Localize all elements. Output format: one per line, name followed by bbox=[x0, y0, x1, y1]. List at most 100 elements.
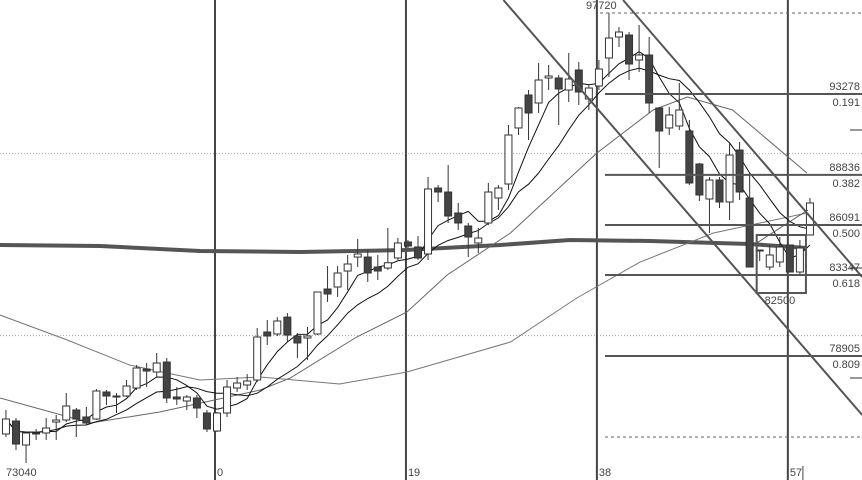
bear-candle-body bbox=[142, 368, 151, 372]
candle bbox=[213, 411, 221, 432]
bear-candle-body bbox=[735, 149, 744, 193]
candle bbox=[474, 227, 483, 254]
candle bbox=[373, 254, 382, 281]
candle bbox=[1, 410, 10, 438]
candle bbox=[32, 429, 41, 441]
drawings-layer bbox=[502, 0, 862, 438]
candle bbox=[745, 173, 754, 268]
candle bbox=[132, 365, 141, 390]
candle bbox=[162, 358, 171, 403]
candle bbox=[504, 124, 513, 190]
bear-candle-body bbox=[454, 212, 463, 224]
candle bbox=[625, 32, 634, 81]
candle bbox=[92, 388, 101, 420]
candle bbox=[544, 65, 553, 90]
candle bbox=[263, 319, 272, 346]
candle bbox=[122, 380, 131, 397]
bull-candle-body bbox=[564, 78, 573, 91]
candle bbox=[434, 184, 443, 203]
candle bbox=[112, 393, 121, 413]
bull-candle-body bbox=[615, 31, 623, 38]
bull-candle-body bbox=[343, 263, 352, 272]
bear-candle-body bbox=[192, 397, 201, 409]
bull-candle-body bbox=[393, 242, 402, 259]
bear-candle-body bbox=[162, 361, 171, 399]
bull-candle-body bbox=[353, 253, 362, 258]
moving-average-line bbox=[0, 237, 808, 255]
bull-candle-body bbox=[544, 75, 553, 79]
candle bbox=[464, 223, 473, 258]
bull-candle-body bbox=[1, 418, 10, 435]
fib-price-label: 86091 bbox=[829, 212, 860, 224]
bear-candle-body bbox=[524, 94, 533, 114]
candle bbox=[383, 227, 392, 271]
candle bbox=[313, 291, 322, 335]
bull-candle-body bbox=[795, 247, 804, 273]
candle bbox=[494, 184, 503, 211]
bull-candle-body bbox=[32, 432, 41, 435]
bear-candle-body bbox=[202, 412, 211, 430]
candle bbox=[62, 393, 71, 423]
candle bbox=[655, 106, 664, 168]
bear-candle-body bbox=[403, 241, 412, 247]
bear-candle-body bbox=[785, 244, 794, 273]
low-price-label: 73040 bbox=[6, 467, 37, 479]
bear-candle-body bbox=[373, 266, 382, 272]
candle bbox=[253, 327, 262, 383]
candle bbox=[293, 332, 302, 359]
bull-candle-body bbox=[233, 382, 242, 389]
x-tick-label: 38 bbox=[599, 467, 611, 479]
candle bbox=[765, 244, 774, 271]
candle bbox=[454, 202, 463, 231]
bull-candle-body bbox=[534, 79, 543, 104]
bull-candle-body bbox=[725, 154, 734, 203]
candle bbox=[303, 326, 312, 361]
candle bbox=[444, 165, 453, 224]
candles-layer bbox=[1, 12, 814, 463]
candle bbox=[524, 89, 533, 140]
range-box bbox=[755, 233, 807, 295]
fib-ratio-label: 0.618 bbox=[832, 278, 860, 290]
bull-candle-body bbox=[675, 109, 684, 127]
top-price-label: 97720 bbox=[586, 0, 617, 12]
range-box-label: 82500 bbox=[765, 295, 796, 307]
bull-candle-body bbox=[253, 336, 262, 381]
trendline bbox=[756, 209, 809, 244]
bull-candle-body bbox=[765, 254, 774, 268]
candle bbox=[223, 380, 232, 417]
candle bbox=[403, 239, 412, 249]
candle bbox=[283, 312, 292, 342]
bull-candle-body bbox=[424, 188, 433, 255]
bull-candle-body bbox=[333, 272, 342, 288]
bear-candle-body bbox=[655, 107, 664, 132]
x-tick-label: 0 bbox=[217, 467, 223, 479]
bull-candle-body bbox=[484, 191, 493, 224]
candle bbox=[534, 62, 543, 113]
bear-candle-body bbox=[323, 288, 332, 295]
bear-candle-body bbox=[293, 335, 302, 344]
bull-candle-body bbox=[213, 412, 221, 432]
labels-layer: 97720 73040 0 19 38 57 93278 0.191 88836 0.382 8… bbox=[6, 0, 860, 479]
bear-candle-body bbox=[715, 179, 724, 203]
candle bbox=[554, 74, 563, 125]
candle bbox=[645, 37, 654, 113]
bear-candle-body bbox=[434, 187, 443, 193]
candle bbox=[715, 176, 724, 208]
candle bbox=[484, 182, 493, 225]
bear-candle-body bbox=[12, 420, 20, 445]
candle bbox=[675, 82, 684, 131]
fib-price-label: 83347 bbox=[829, 262, 860, 274]
candle bbox=[52, 414, 61, 441]
candle bbox=[514, 106, 523, 135]
candle bbox=[343, 254, 352, 290]
bull-candle-body bbox=[152, 362, 161, 373]
bull-candle-body bbox=[223, 386, 232, 414]
fib-ratio-label: 0.382 bbox=[832, 178, 860, 190]
candle bbox=[414, 236, 422, 261]
candle bbox=[323, 265, 332, 303]
candle bbox=[42, 417, 51, 441]
fib-ratio-label: 0.809 bbox=[832, 359, 860, 371]
candle bbox=[665, 106, 674, 135]
candle bbox=[615, 26, 623, 47]
bear-candle-body bbox=[695, 163, 704, 196]
